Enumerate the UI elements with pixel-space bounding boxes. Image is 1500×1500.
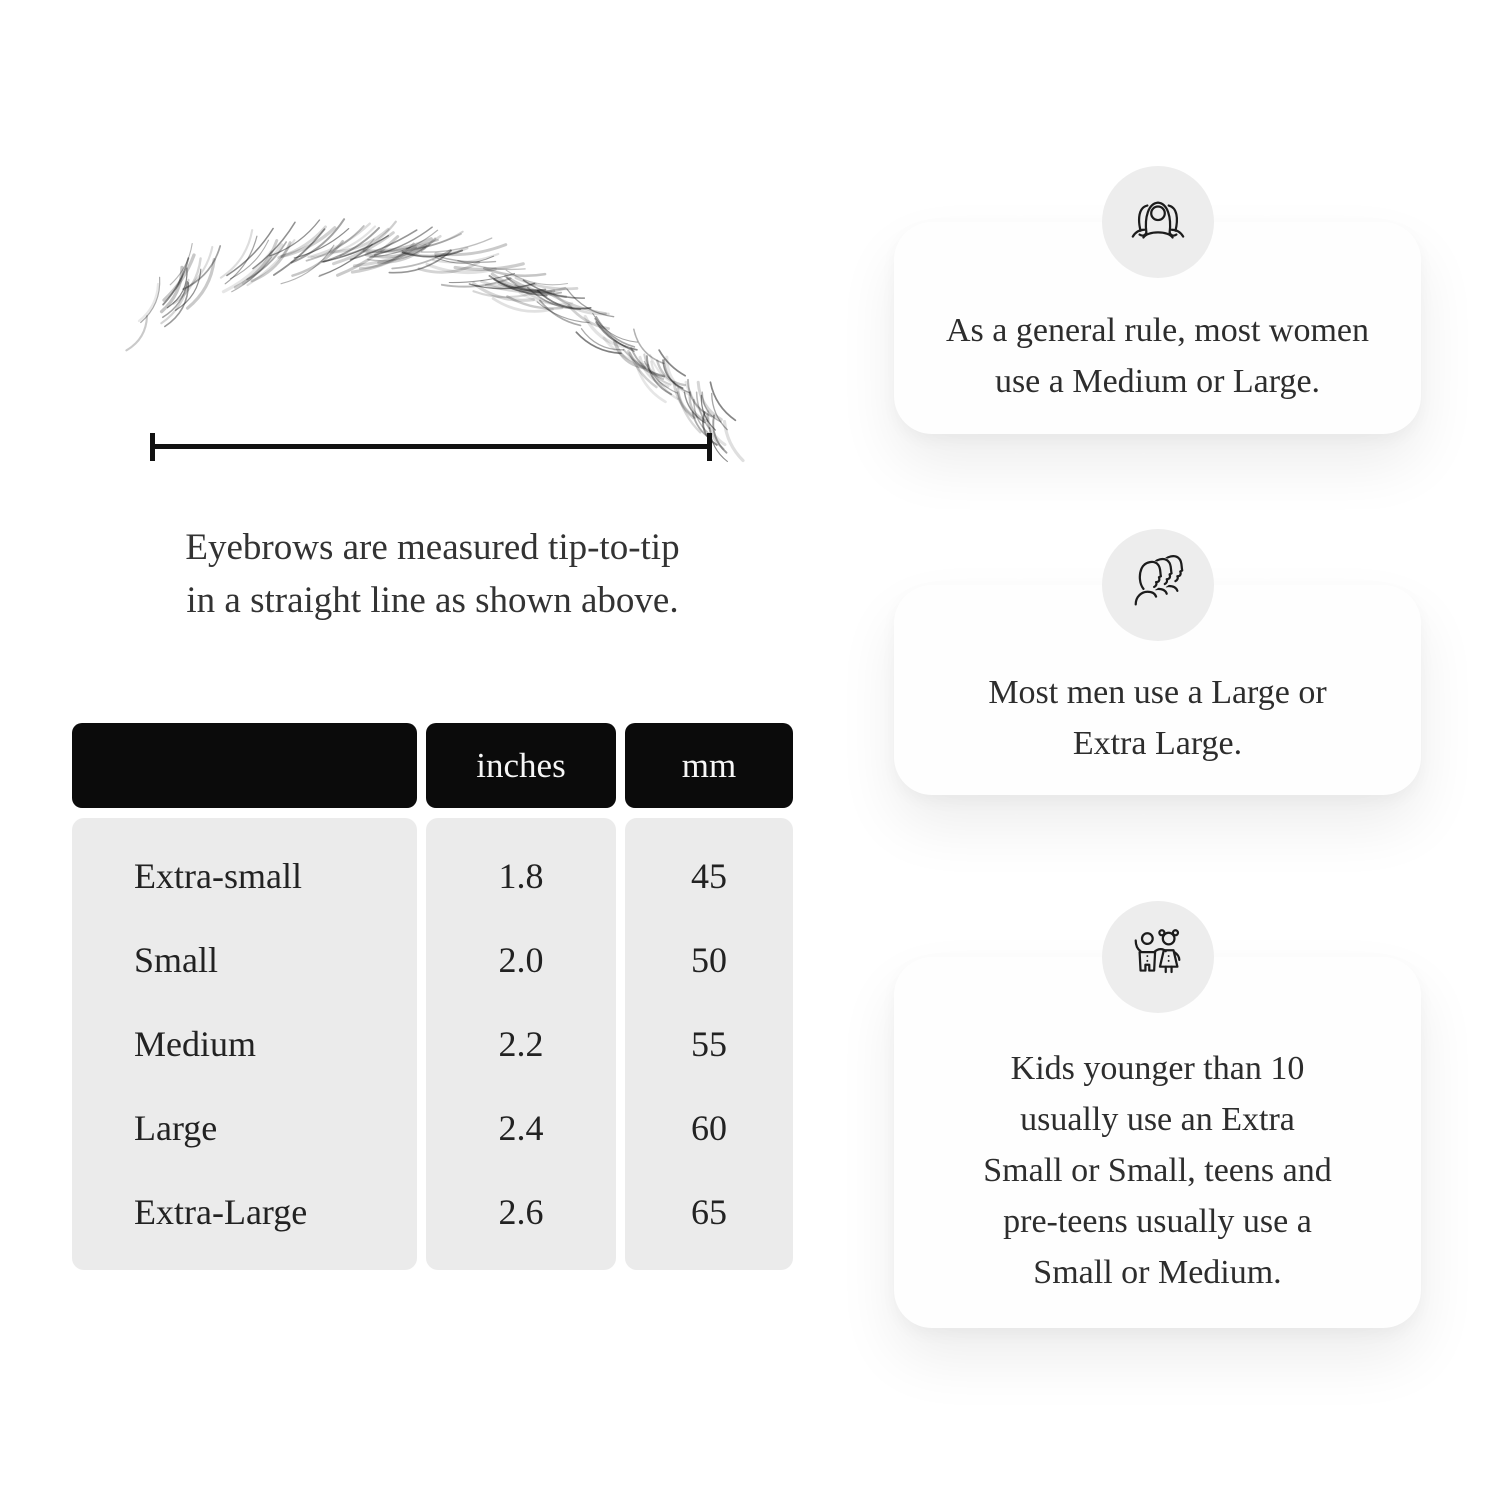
card-line: Small or Medium. xyxy=(1033,1254,1282,1291)
table-cell-size: Large xyxy=(134,1108,218,1148)
card-text: Kids younger than 10 usually use an Extr… xyxy=(983,1043,1331,1298)
card-line: Most men use a Large or xyxy=(988,674,1327,711)
table-cell-inches: 2.2 xyxy=(498,1024,544,1064)
table-cell-size: Medium xyxy=(134,1024,256,1064)
card-line: usually use an Extra xyxy=(1020,1101,1295,1138)
table-column-size: Extra-small Small Medium Large Extra-Lar… xyxy=(72,818,417,1270)
measurement-caption: Eyebrows are measured tip-to-tip in a st… xyxy=(95,521,770,627)
card-line: Extra Large. xyxy=(1072,725,1243,762)
card-text: As a general rule, most women use a Medi… xyxy=(946,305,1369,407)
table-cell-inches: 2.0 xyxy=(498,940,544,980)
table-header-inches: inches xyxy=(426,723,616,808)
info-card-kids: Kids younger than 10 usually use an Extr… xyxy=(894,901,1421,1328)
caption-line: Eyebrows are measured tip-to-tip xyxy=(185,527,680,568)
women-group-icon xyxy=(1131,201,1184,239)
measurement-bar xyxy=(150,444,712,449)
card-line: Small or Small, teens and xyxy=(983,1152,1332,1189)
card-line: use a Medium or Large. xyxy=(994,363,1321,400)
table-cell-mm: 65 xyxy=(691,1192,727,1232)
kids-icon xyxy=(1134,929,1180,974)
card-line: Kids younger than 10 xyxy=(1010,1050,1305,1087)
measurement-line xyxy=(150,433,712,461)
table-column-inches: 1.8 2.0 2.2 2.4 2.6 xyxy=(426,818,616,1270)
table-cell-inches: 2.4 xyxy=(498,1108,544,1148)
table-cell-inches: 1.8 xyxy=(498,856,544,896)
card-line: pre-teens usually use a xyxy=(1003,1203,1312,1240)
info-card-men: Most men use a Large or Extra Large. xyxy=(894,529,1421,795)
table-cell-mm: 50 xyxy=(691,940,727,980)
card-line: As a general rule, most women xyxy=(946,312,1369,349)
men-group-icon xyxy=(1134,555,1183,606)
measurement-tick-right xyxy=(707,433,712,461)
table-cell-size: Small xyxy=(134,940,219,980)
table-cell-size: Extra-Large xyxy=(134,1192,308,1232)
table-cell-mm: 60 xyxy=(691,1108,727,1148)
table-cell-size: Extra-small xyxy=(134,856,302,896)
table-cell-mm: 55 xyxy=(691,1024,727,1064)
icon-badge xyxy=(1101,166,1214,278)
icon-badge xyxy=(1101,529,1214,641)
size-table: inches mm Extra-small Small Medium Large… xyxy=(72,723,793,1270)
icon-badge xyxy=(1101,901,1214,1013)
table-header-size xyxy=(72,723,417,808)
table-column-mm: 45 50 55 60 65 xyxy=(625,818,793,1270)
eyebrow-illustration xyxy=(125,218,745,463)
info-card-women: As a general rule, most women use a Medi… xyxy=(894,166,1421,434)
table-cell-inches: 2.6 xyxy=(498,1192,544,1232)
table-header-mm: mm xyxy=(625,723,793,808)
caption-line: in a straight line as shown above. xyxy=(186,580,679,621)
card-text: Most men use a Large or Extra Large. xyxy=(988,667,1326,769)
table-cell-mm: 45 xyxy=(691,856,727,896)
